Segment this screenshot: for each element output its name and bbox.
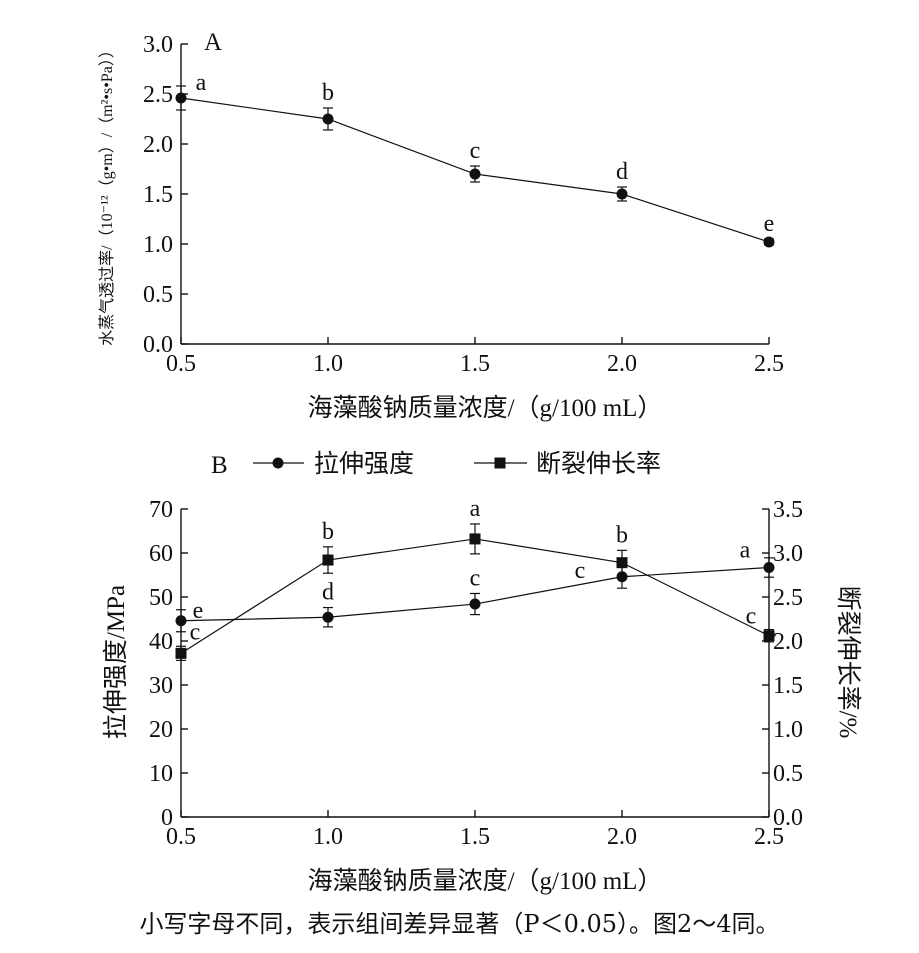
x-axis-title: 海藻酸钠质量浓度/（g/100 mL） xyxy=(308,867,663,895)
y-axis-title: 拉伸强度/MPa xyxy=(102,585,130,739)
y-tick-label: 40 xyxy=(149,629,173,655)
data-point-elongation xyxy=(616,557,628,569)
significance-letter-elongation: b xyxy=(322,519,334,545)
y-tick-label: 70 xyxy=(149,497,173,523)
data-point-elongation xyxy=(175,647,187,659)
data-point xyxy=(763,236,775,248)
y-tick-label: 2.0 xyxy=(143,132,173,158)
chart-b: 0 10 20 30 40 50 60 70 0.0 0.5 1.0 1.5 2.0 2.5 3.0 3.5 0… xyxy=(102,496,862,895)
significance-letter-tensile: a xyxy=(740,538,751,564)
data-point-tensile xyxy=(175,615,187,627)
chart-a: 0.00.51.01.52.02.53.00.5 1.0 1.5 2.0 2.5A海藻酸… xyxy=(98,29,784,422)
data-point xyxy=(175,92,187,104)
significance-letter: b xyxy=(322,80,334,106)
x-tick-label: 1.5 xyxy=(460,351,490,377)
significance-letter-elongation: b xyxy=(616,522,628,548)
y-tick-label: 10 xyxy=(149,761,173,787)
y-tick-label: 2.5 xyxy=(143,82,173,108)
y2-tick-label: 2.0 xyxy=(773,629,803,655)
data-point-tensile xyxy=(763,562,775,574)
x-tick-label: 1.0 xyxy=(313,824,343,850)
y-axis-title: 水蒸气透过率/（10⁻¹²（g•m）/（m²•s•Pa）） xyxy=(98,42,116,346)
legend-label: 断裂伸长率 xyxy=(536,450,661,478)
significance-letter-elongation: a xyxy=(470,496,481,522)
significance-letter-tensile: d xyxy=(322,580,334,606)
y-tick-label: 0.0 xyxy=(143,332,173,358)
data-point-elongation xyxy=(763,630,775,642)
y2-tick-label: 1.5 xyxy=(773,673,803,699)
y-tick-label: 1.0 xyxy=(143,232,173,258)
legend-marker-square xyxy=(494,457,506,469)
y2-tick-label: 3.5 xyxy=(773,497,803,523)
x-tick-label: 2.5 xyxy=(754,351,784,377)
data-point xyxy=(616,188,628,200)
x-tick-label: 1.5 xyxy=(460,824,490,850)
x-tick-label: 2.0 xyxy=(607,824,637,850)
x-tick-label: 0.5 xyxy=(166,351,196,377)
data-point-tensile xyxy=(322,611,334,623)
y-tick-label: 3.0 xyxy=(143,32,173,58)
x-axis-title: 海藻酸钠质量浓度/（g/100 mL） xyxy=(308,394,663,422)
legend-label: 拉伸强度 xyxy=(314,450,414,478)
data-point-elongation xyxy=(322,554,334,566)
y-tick-label: 30 xyxy=(149,673,173,699)
y-tick-label: 1.5 xyxy=(143,182,173,208)
data-point-tensile xyxy=(469,598,481,610)
significance-letter: c xyxy=(470,138,481,164)
significance-letter-elongation: c xyxy=(190,619,201,645)
x-tick-label: 2.5 xyxy=(754,824,784,850)
y2-tick-label: 0.0 xyxy=(773,805,803,831)
data-point-tensile xyxy=(616,571,628,583)
y2-tick-label: 1.0 xyxy=(773,717,803,743)
y-tick-label: 50 xyxy=(149,585,173,611)
y2-tick-label: 2.5 xyxy=(773,585,803,611)
y-tick-label: 0 xyxy=(161,805,173,831)
significance-letter-elongation: c xyxy=(746,604,757,630)
x-tick-label: 2.0 xyxy=(607,351,637,377)
x-tick-label: 0.5 xyxy=(166,824,196,850)
x-tick-label: 1.0 xyxy=(313,351,343,377)
significance-letter-tensile: c xyxy=(575,558,586,584)
y2-tick-label: 0.5 xyxy=(773,761,803,787)
y2-tick-label: 3.0 xyxy=(773,541,803,567)
significance-letter: d xyxy=(616,159,628,185)
y-tick-label: 20 xyxy=(149,717,173,743)
data-point xyxy=(469,168,481,180)
figure-caption: 小写字母不同，表示组间差异显著（P＜0.05）。图2～4同。 xyxy=(139,910,780,938)
y-tick-label: 0.5 xyxy=(143,282,173,308)
figure: 0.00.51.01.52.02.53.00.5 1.0 1.5 2.0 2.5A海藻酸… xyxy=(98,29,862,895)
significance-letter-tensile: c xyxy=(470,565,481,591)
panel-label: B xyxy=(211,452,228,479)
y-tick-label: 60 xyxy=(149,541,173,567)
panel-label: A xyxy=(204,29,222,56)
chart-b-legend: B 拉伸强度 断裂伸长率 xyxy=(211,450,661,479)
data-point-elongation xyxy=(469,533,481,545)
significance-letter: e xyxy=(764,211,775,237)
y2-axis-title: 断裂伸长率/% xyxy=(834,586,862,739)
data-point xyxy=(322,113,334,125)
significance-letter-tensile: e xyxy=(193,598,204,624)
legend-marker-circle xyxy=(272,457,284,469)
significance-letter: a xyxy=(196,70,207,96)
